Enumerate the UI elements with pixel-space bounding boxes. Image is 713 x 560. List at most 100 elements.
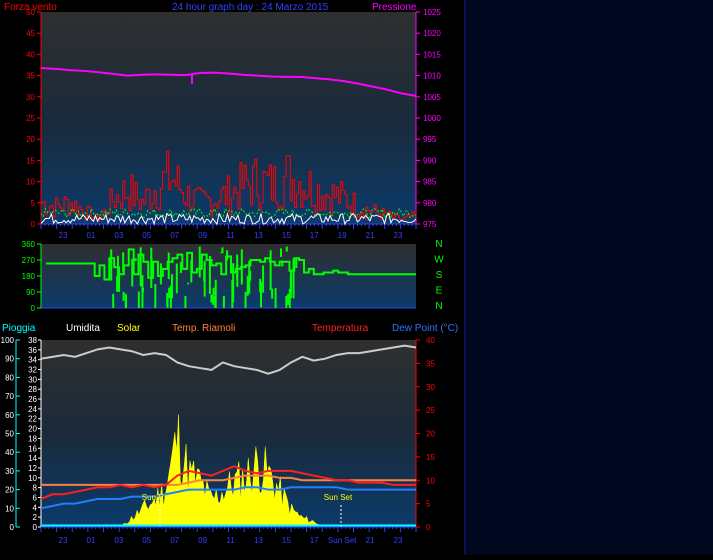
humidity-tick-label: 8 [33,484,38,493]
rain-tick-label: 0 [10,523,15,532]
temp-tick-label: 15 [426,453,435,462]
sunset-label: Sun Set [324,493,353,502]
temperature-line [40,465,416,500]
wind-tick-label: 15 [26,156,35,165]
humidity-tick-label: 30 [28,375,37,384]
humidity-tick-label: 6 [33,493,38,502]
panel-wind-pressure [41,12,416,224]
wind-tick-label: 50 [26,8,35,17]
pressure-tick-label: 1000 [423,114,441,123]
wind-tick-label: 20 [26,135,35,144]
temp-tick-label: 30 [426,383,435,392]
x-tick-label-bottom: 05 [142,536,151,545]
x-tick-label-bottom: 03 [114,536,123,545]
rain-tick-label: 90 [5,355,14,364]
humidity-tick-label: 28 [28,385,37,394]
legend-humidity: Umidita [66,323,100,334]
x-tick-label-bottom: 13 [254,536,263,545]
sunrise-label: Sun Rise [142,493,175,502]
side-panel [465,0,713,555]
compass-label: N [435,301,442,312]
dir-tick-label: 90 [26,288,35,297]
wind-axis-title: Forza vento [4,2,57,13]
compass-label: W [434,255,444,266]
x-tick-label: 15 [282,231,291,240]
x-tick-label-bottom: 15 [282,536,291,545]
x-tick-label-bottom: 11 [226,536,235,545]
x-tick-label: 03 [114,231,123,240]
wind-speed-line [41,151,417,222]
pressure-tick-label: 1025 [423,8,441,17]
pressure-tick-label: 980 [423,199,437,208]
dew-point-line [40,486,416,510]
rain-tick-label: 70 [5,392,14,401]
dir-tick-label: 0 [31,304,36,313]
temp-tick-label: 20 [426,430,435,439]
temp-tick-label: 35 [426,359,435,368]
humidity-tick-label: 24 [28,405,37,414]
temp-tick-label: 10 [426,476,435,485]
pressure-line [40,66,417,97]
x-tick-label: 17 [310,231,319,240]
temp-tick-label: 0 [426,523,431,532]
chart-title: 24 hour graph day : 24 Marzo 2015 [172,2,329,13]
pressure-tick-label: 1010 [423,72,441,81]
dir-tick-label: 360 [22,240,36,249]
x-tick-label-bottom: 09 [198,536,207,545]
pressure-tick-label: 1020 [423,29,441,38]
wind-tick-label: 10 [26,178,35,187]
wind-tick-label: 5 [31,199,36,208]
x-tick-label: 11 [226,231,235,240]
pressure-tick-label: 1015 [423,50,441,59]
legend-solar: Solar [117,323,141,334]
pressure-tick-label: 975 [423,220,437,229]
humidity-tick-label: 4 [33,503,38,512]
humidity-tick-label: 22 [28,415,37,424]
x-tick-label: 19 [338,231,347,240]
humidity-tick-label: 26 [28,395,37,404]
x-tick-label-bottom: 23 [394,536,403,545]
x-tick-label: 21 [366,231,375,240]
dir-tick-label: 270 [22,256,36,265]
rain-tick-label: 50 [5,430,14,439]
wind-tick-label: 45 [26,29,35,38]
humidity-line [40,344,417,375]
pressure-tick-label: 1005 [423,93,441,102]
x-tick-label: 07 [170,231,179,240]
wind-tick-label: 25 [26,114,35,123]
x-tick-label-bottom: Sun Set [328,536,357,545]
temp-tick-label: 25 [426,406,435,415]
rain-tick-label: 60 [5,411,14,420]
humidity-tick-label: 20 [28,425,37,434]
pressure-tick-label: 985 [423,178,437,187]
wind-tick-label: 35 [26,72,35,81]
rain-tick-label: 20 [5,486,14,495]
humidity-tick-label: 32 [28,366,37,375]
humidity-tick-label: 38 [28,336,37,345]
humidity-tick-label: 18 [28,434,37,443]
humidity-tick-label: 16 [28,444,37,453]
compass-label: S [436,270,443,281]
temp-tick-label: 5 [426,500,431,509]
rain-tick-label: 80 [5,373,14,382]
wind-tick-label: 40 [26,50,35,59]
x-tick-label-bottom: 07 [170,536,179,545]
dir-tick-label: 180 [22,272,36,281]
humidity-tick-label: 34 [28,356,37,365]
humidity-tick-label: 14 [28,454,37,463]
legend-dew-point: Dew Point (°C) [392,323,458,334]
rain-tick-label: 40 [5,448,14,457]
x-tick-label-bottom: 01 [86,536,95,545]
x-tick-label: 05 [142,231,151,240]
wind-tick-label: 0 [31,220,36,229]
x-tick-label: 23 [394,231,403,240]
rain-tick-label: 10 [5,504,14,513]
legend-soil-temp: Temp. Riamoli [172,323,235,334]
x-tick-label: 23 [59,231,68,240]
humidity-tick-label: 0 [33,523,38,532]
humidity-tick-label: 12 [28,464,37,473]
x-tick-label: 13 [254,231,263,240]
humidity-tick-label: 36 [28,346,37,355]
pressure-tick-label: 990 [423,156,437,165]
